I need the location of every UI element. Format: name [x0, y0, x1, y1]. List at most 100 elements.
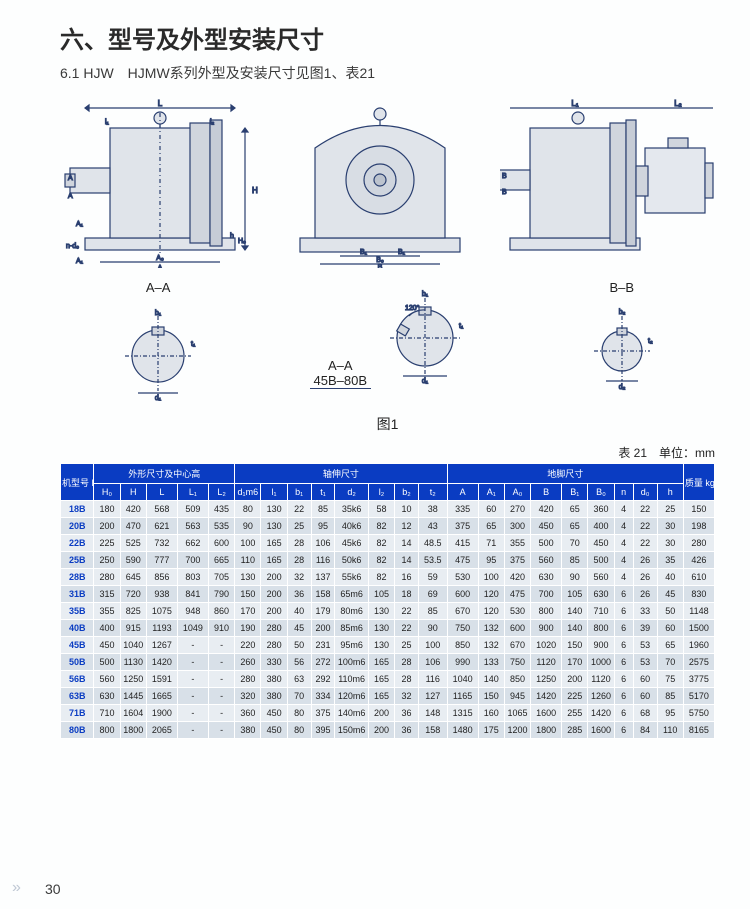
- table-row: 25B2505907777006651101652811650k6821453.…: [61, 552, 715, 569]
- cell: 40k6: [335, 518, 368, 535]
- svg-text:B₁: B₁: [398, 249, 406, 256]
- svg-text:B₁: B₁: [360, 249, 368, 256]
- cell: 530: [447, 569, 478, 586]
- th-shaft: 轴伸尺寸: [235, 464, 447, 484]
- cell: 130: [368, 637, 394, 654]
- cell: 100: [418, 637, 447, 654]
- cell: 1420: [588, 705, 614, 722]
- svg-text:L: L: [158, 99, 163, 108]
- cell: 36: [395, 705, 419, 722]
- cell: 2575: [683, 654, 714, 671]
- cell: 1500: [683, 620, 714, 637]
- svg-text:L₂: L₂: [674, 99, 682, 108]
- cell-model: 22B: [61, 535, 94, 552]
- cell: 220: [235, 637, 261, 654]
- cell: 43: [418, 518, 447, 535]
- cell: 110m6: [335, 671, 368, 688]
- cell: 710: [94, 705, 120, 722]
- cell: 777: [146, 552, 177, 569]
- cell: 732: [146, 535, 177, 552]
- cell: 450: [261, 705, 287, 722]
- cell: 700: [177, 552, 208, 569]
- svg-text:B: B: [502, 173, 507, 180]
- cell: 150: [478, 688, 504, 705]
- th-model: 机型号 HJW HJMW: [61, 464, 94, 501]
- cell: 16: [395, 569, 419, 586]
- cell: 1591: [146, 671, 177, 688]
- cell: 50k6: [335, 552, 368, 569]
- th-foot: 地脚尺寸: [447, 464, 683, 484]
- cell: 280: [261, 620, 287, 637]
- cell-model: 80B: [61, 722, 94, 739]
- table-row: 50B50011301420--26033056272100m616528106…: [61, 654, 715, 671]
- cell: 841: [177, 586, 208, 603]
- cell: 1000: [588, 654, 614, 671]
- cell: 990: [447, 654, 478, 671]
- cell-model: 18B: [61, 501, 94, 518]
- cell: 120m6: [335, 688, 368, 705]
- svg-text:l₂: l₂: [210, 119, 215, 126]
- cell: 1075: [146, 603, 177, 620]
- cell: 1665: [146, 688, 177, 705]
- cell: 590: [120, 552, 146, 569]
- cell: 280: [235, 671, 261, 688]
- cell: 1065: [504, 705, 530, 722]
- cell: 90: [235, 518, 261, 535]
- cell: 45k6: [335, 535, 368, 552]
- cell: 3775: [683, 671, 714, 688]
- cell: 50: [287, 637, 311, 654]
- cell: 450: [531, 518, 562, 535]
- page-subheading: 6.1 HJW HJMW系列外型及安装尺寸见图1、表21: [60, 63, 715, 83]
- cell: 14: [395, 552, 419, 569]
- svg-text:A: A: [68, 193, 73, 200]
- cell: 120: [478, 603, 504, 620]
- cell: 830: [683, 586, 714, 603]
- svg-text:L₁: L₁: [571, 99, 578, 108]
- cell: 140: [478, 671, 504, 688]
- cell: 530: [504, 603, 530, 620]
- cell: 133: [478, 654, 504, 671]
- cell: 28: [395, 654, 419, 671]
- th-col: A₁: [478, 484, 504, 501]
- cell: 39: [633, 620, 657, 637]
- cell: 28: [287, 552, 311, 569]
- cell: 95: [657, 705, 683, 722]
- cell: 33: [633, 603, 657, 620]
- cell: 900: [531, 620, 562, 637]
- cell: 82: [368, 535, 394, 552]
- cell: 375: [504, 552, 530, 569]
- svg-text:H: H: [252, 186, 258, 195]
- cell: 5170: [683, 688, 714, 705]
- cell: 1315: [447, 705, 478, 722]
- cell: 190: [235, 620, 261, 637]
- cell: 320: [235, 688, 261, 705]
- cell: 35: [657, 552, 683, 569]
- table-row: 80B80018002065--38045080395150m620036158…: [61, 722, 715, 739]
- cell: 60: [633, 671, 657, 688]
- cell: 231: [311, 637, 335, 654]
- cell: 106: [418, 654, 447, 671]
- cell: -: [208, 671, 234, 688]
- cell: 80: [287, 722, 311, 739]
- cell: 225: [94, 535, 120, 552]
- svg-text:A₀: A₀: [156, 255, 164, 262]
- cell: 137: [311, 569, 335, 586]
- cell: 180: [94, 501, 120, 518]
- th-col: A₀: [504, 484, 530, 501]
- cell: 1193: [146, 620, 177, 637]
- cell: 260: [235, 654, 261, 671]
- cell: 535: [208, 518, 234, 535]
- cell: 375: [311, 705, 335, 722]
- cell: 75: [657, 671, 683, 688]
- cell: 130: [368, 603, 394, 620]
- cell: 84: [633, 722, 657, 739]
- cell: 48.5: [418, 535, 447, 552]
- cell: 500: [94, 654, 120, 671]
- cell: 22: [395, 603, 419, 620]
- cell: 28: [287, 535, 311, 552]
- cell: 40: [657, 569, 683, 586]
- cell: 26: [633, 552, 657, 569]
- table-row: 35B35582510759488601702004017980m6130228…: [61, 603, 715, 620]
- cell: 55k6: [335, 569, 368, 586]
- cell: 35k6: [335, 501, 368, 518]
